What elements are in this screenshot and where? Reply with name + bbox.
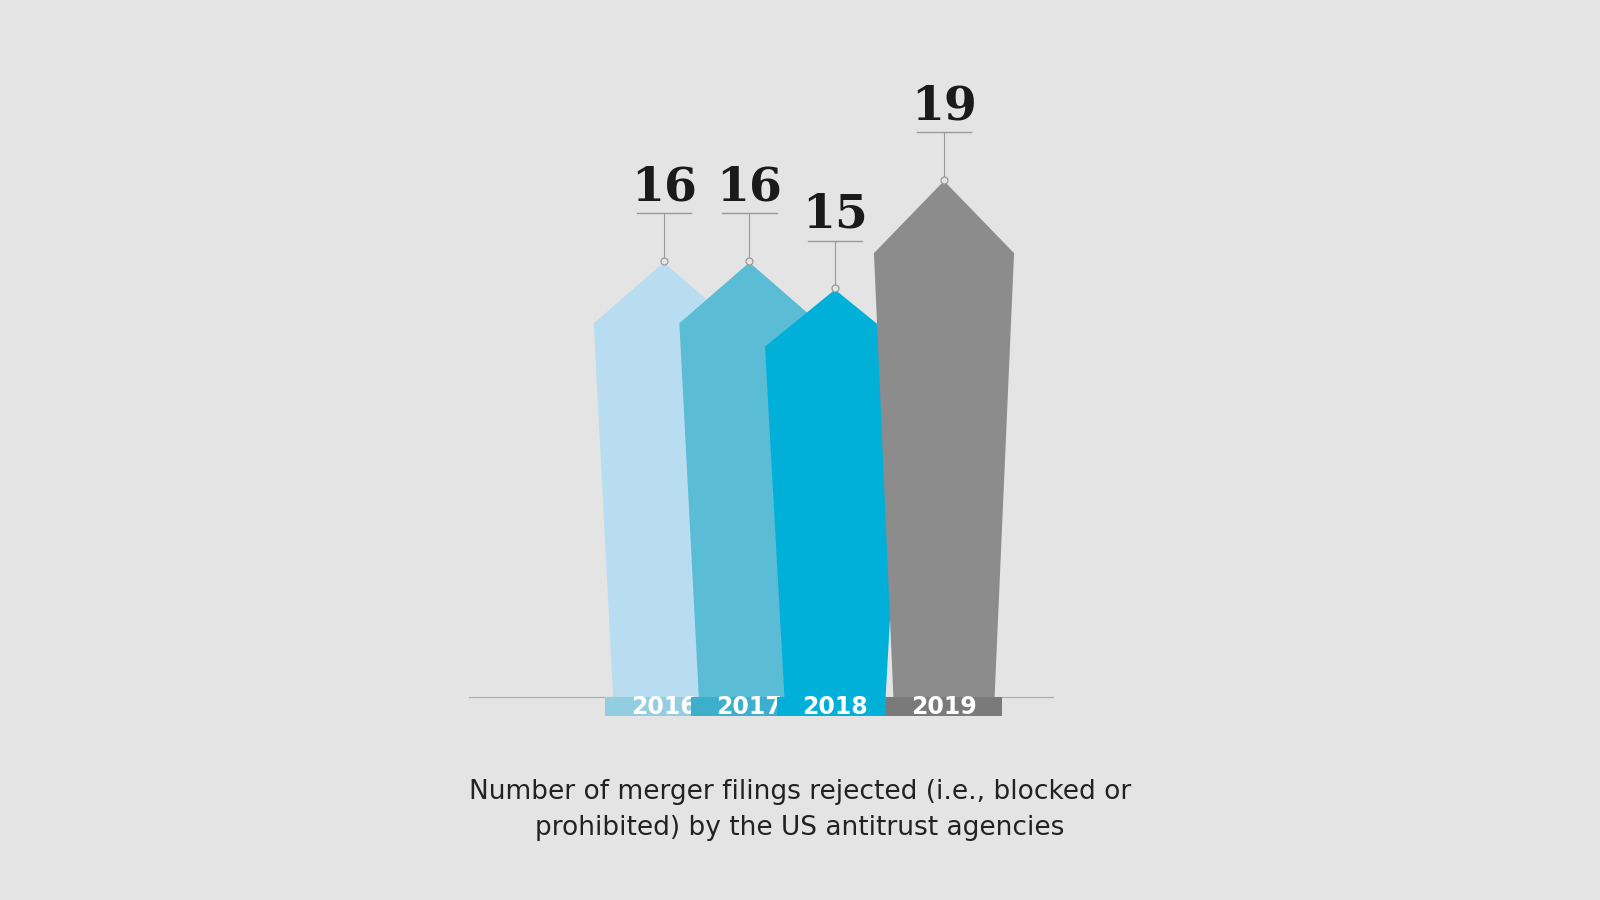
Text: Number of merger filings rejected (i.e., blocked or
prohibited) by the US antitr: Number of merger filings rejected (i.e.,… [469, 779, 1131, 841]
Bar [776, 698, 893, 716]
Text: 16: 16 [717, 165, 782, 211]
Polygon shape [680, 263, 819, 698]
Bar [691, 698, 808, 716]
Polygon shape [594, 263, 734, 698]
Bar [605, 698, 722, 716]
Polygon shape [874, 181, 1014, 698]
Text: 2016: 2016 [630, 695, 696, 719]
Text: 2017: 2017 [717, 695, 782, 719]
Text: 2019: 2019 [910, 695, 978, 719]
Text: 15: 15 [802, 192, 867, 238]
Bar [886, 698, 1002, 716]
Text: 2018: 2018 [802, 695, 867, 719]
Polygon shape [765, 290, 906, 698]
Text: 16: 16 [630, 165, 696, 211]
Text: 19: 19 [910, 83, 978, 130]
